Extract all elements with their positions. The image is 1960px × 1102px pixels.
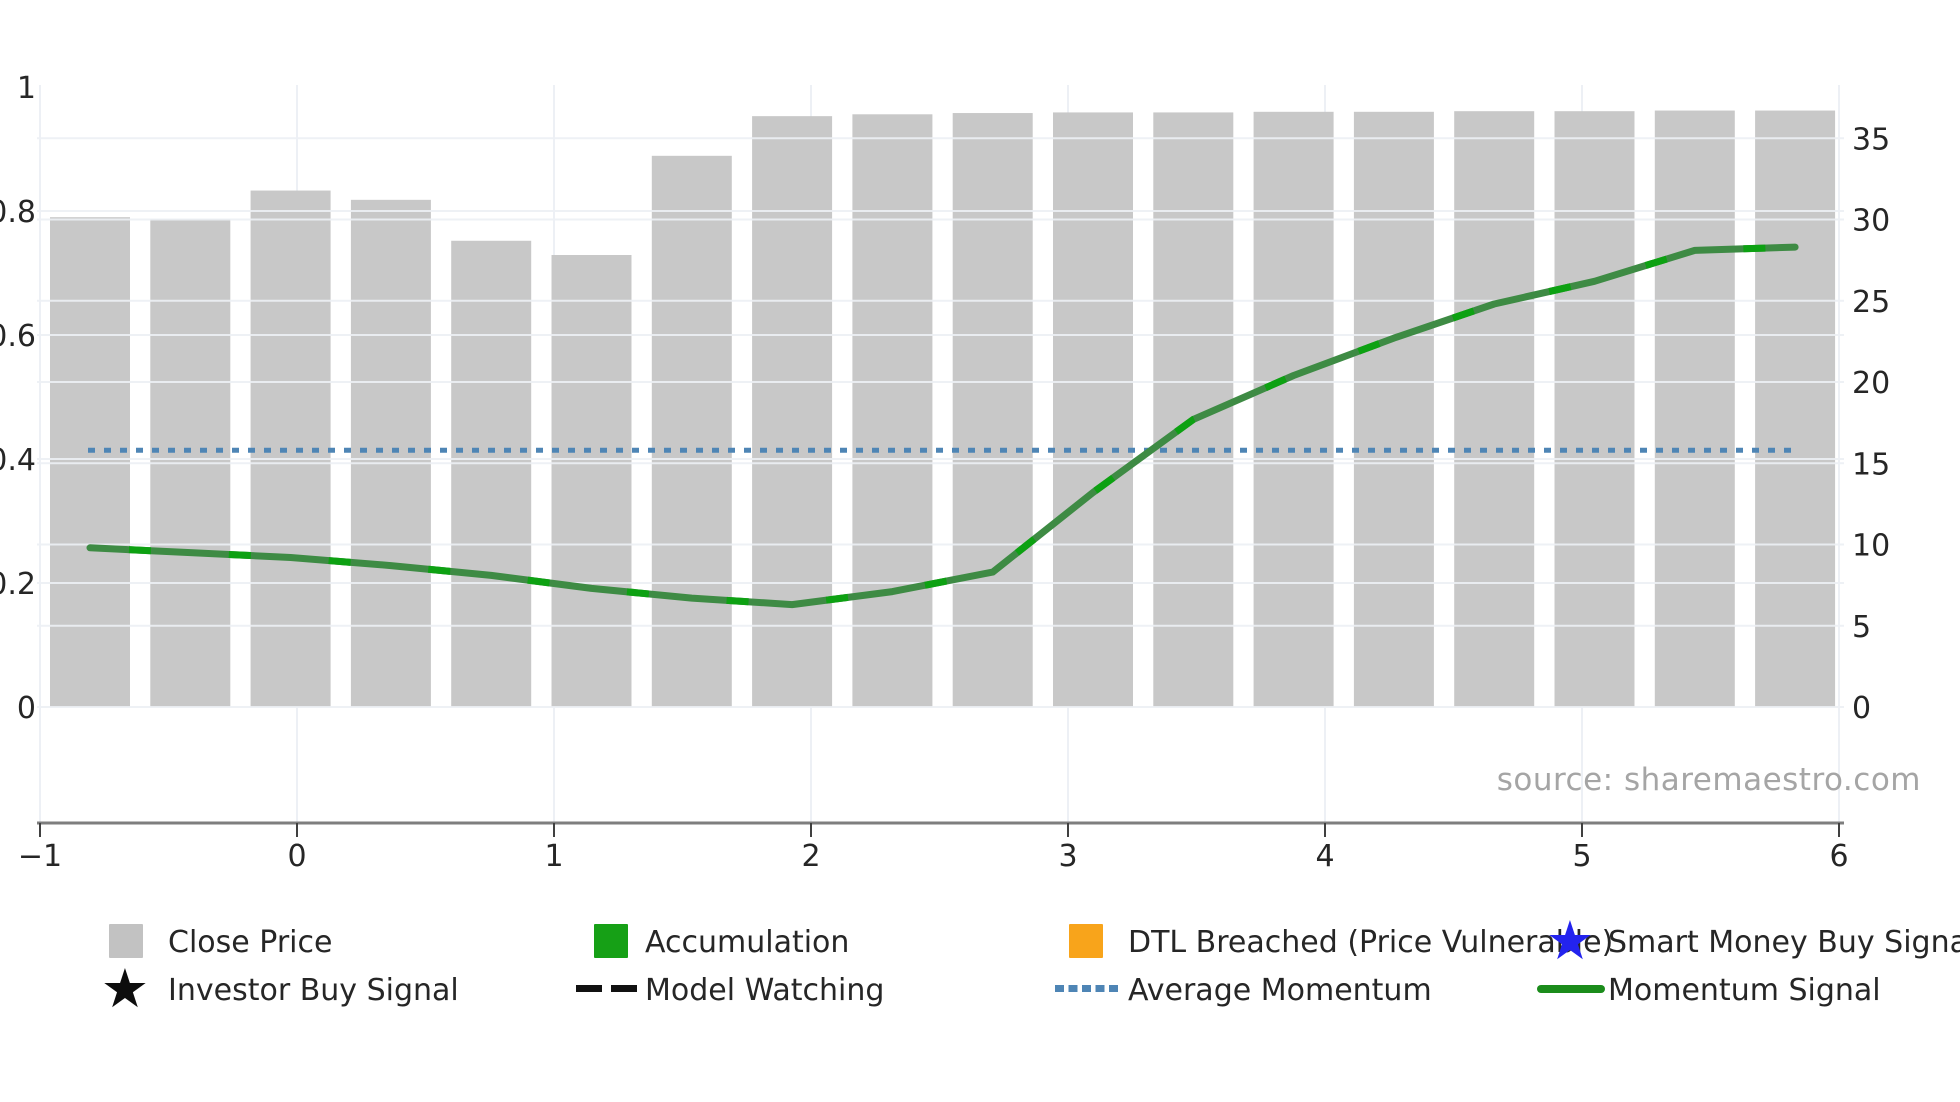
x-axis-tick-label: −1 (18, 839, 62, 874)
legend-item: Accumulation (594, 924, 849, 960)
accumulation-dashes (89, 243, 1796, 609)
y-right-tick-label: 20 (1852, 366, 1890, 401)
legend-item: Momentum Signal (1537, 973, 1881, 1008)
y-right-tick-label: 30 (1852, 204, 1890, 239)
bar-close-price (952, 113, 1033, 708)
x-axis-tick-label: 3 (1058, 839, 1077, 874)
legend-label: Average Momentum (1128, 973, 1432, 1008)
legend-dot-icon (1109, 985, 1118, 992)
legend-label: Accumulation (645, 925, 849, 960)
bar-close-price (1053, 112, 1133, 708)
legend-label: Smart Money Buy Signal (1608, 925, 1960, 960)
y-left-tick-label: 0 (17, 691, 36, 726)
y-right-tick-label: 25 (1852, 285, 1890, 320)
bar-close-price (1454, 111, 1535, 708)
bar-close-price (551, 255, 632, 707)
y-left-tick-label: 0.2 (0, 567, 36, 602)
bar-close-price (1755, 110, 1836, 707)
bar-close-price (1353, 111, 1434, 708)
y-right-tick-label: 5 (1852, 610, 1871, 645)
legend-dot-icon (1055, 985, 1064, 992)
y-right-tick-label: 0 (1852, 691, 1871, 726)
x-axis-tick-label: 2 (801, 839, 820, 874)
legend-square-icon (1069, 924, 1103, 958)
legend-dot-icon (1068, 985, 1078, 992)
legend-line-icon (1537, 985, 1605, 993)
bar-close-price (651, 155, 732, 707)
x-axis-tick-label: 1 (544, 839, 563, 874)
y-left-tick-label: 0.4 (0, 443, 36, 478)
x-axis-tick-label: 0 (287, 839, 306, 874)
x-axis-tick-label: 4 (1315, 839, 1334, 874)
x-axis-tick-label: 5 (1572, 839, 1591, 874)
bar-close-price (1654, 110, 1735, 707)
legend-square-icon (594, 924, 628, 958)
legend-item: ★ Investor Buy Signal (101, 957, 459, 1020)
legend-label: Momentum Signal (1608, 973, 1881, 1008)
y-right-tick-label: 15 (1852, 447, 1890, 482)
source-attribution: source: sharemaestro.com (1496, 762, 1921, 798)
legend-item: Close Price (109, 924, 332, 960)
bar-close-price (451, 240, 532, 707)
legend-dot-icon (1095, 985, 1105, 992)
bar-close-price (1253, 111, 1334, 708)
legend-label: Model Watching (645, 973, 884, 1008)
legend-label: Close Price (168, 925, 332, 960)
legend-item: ★ Smart Money Buy Signal (1546, 909, 1960, 972)
y-right-tick-label: 35 (1852, 122, 1890, 157)
legend-square-icon (109, 924, 143, 958)
legend-label: DTL Breached (Price Vulnerable) (1128, 925, 1613, 960)
legend-dot-icon (1082, 985, 1091, 992)
bar-close-price (752, 116, 833, 707)
y-left-tick-label: 0.8 (0, 195, 36, 230)
bar-close-price (1554, 111, 1635, 708)
legend-item: Average Momentum (1055, 973, 1432, 1008)
y-right-tick-label: 10 (1852, 529, 1890, 564)
bar-close-price (50, 217, 130, 707)
bar-close-price (852, 114, 933, 707)
legend-label: Investor Buy Signal (168, 973, 459, 1008)
legend-item: DTL Breached (Price Vulnerable) (1069, 924, 1613, 960)
legend-star-icon: ★ (1546, 909, 1594, 972)
legend-star-icon: ★ (101, 957, 149, 1020)
bar-close-price (350, 199, 431, 707)
legend-item: Model Watching (576, 973, 884, 1008)
legend-dash-icon (611, 985, 637, 992)
y-left-tick-label: 1 (17, 71, 36, 106)
legend-dash-icon (576, 985, 602, 992)
y-left-tick-label: 0.6 (0, 319, 36, 354)
x-axis-tick-label: 6 (1829, 839, 1848, 874)
